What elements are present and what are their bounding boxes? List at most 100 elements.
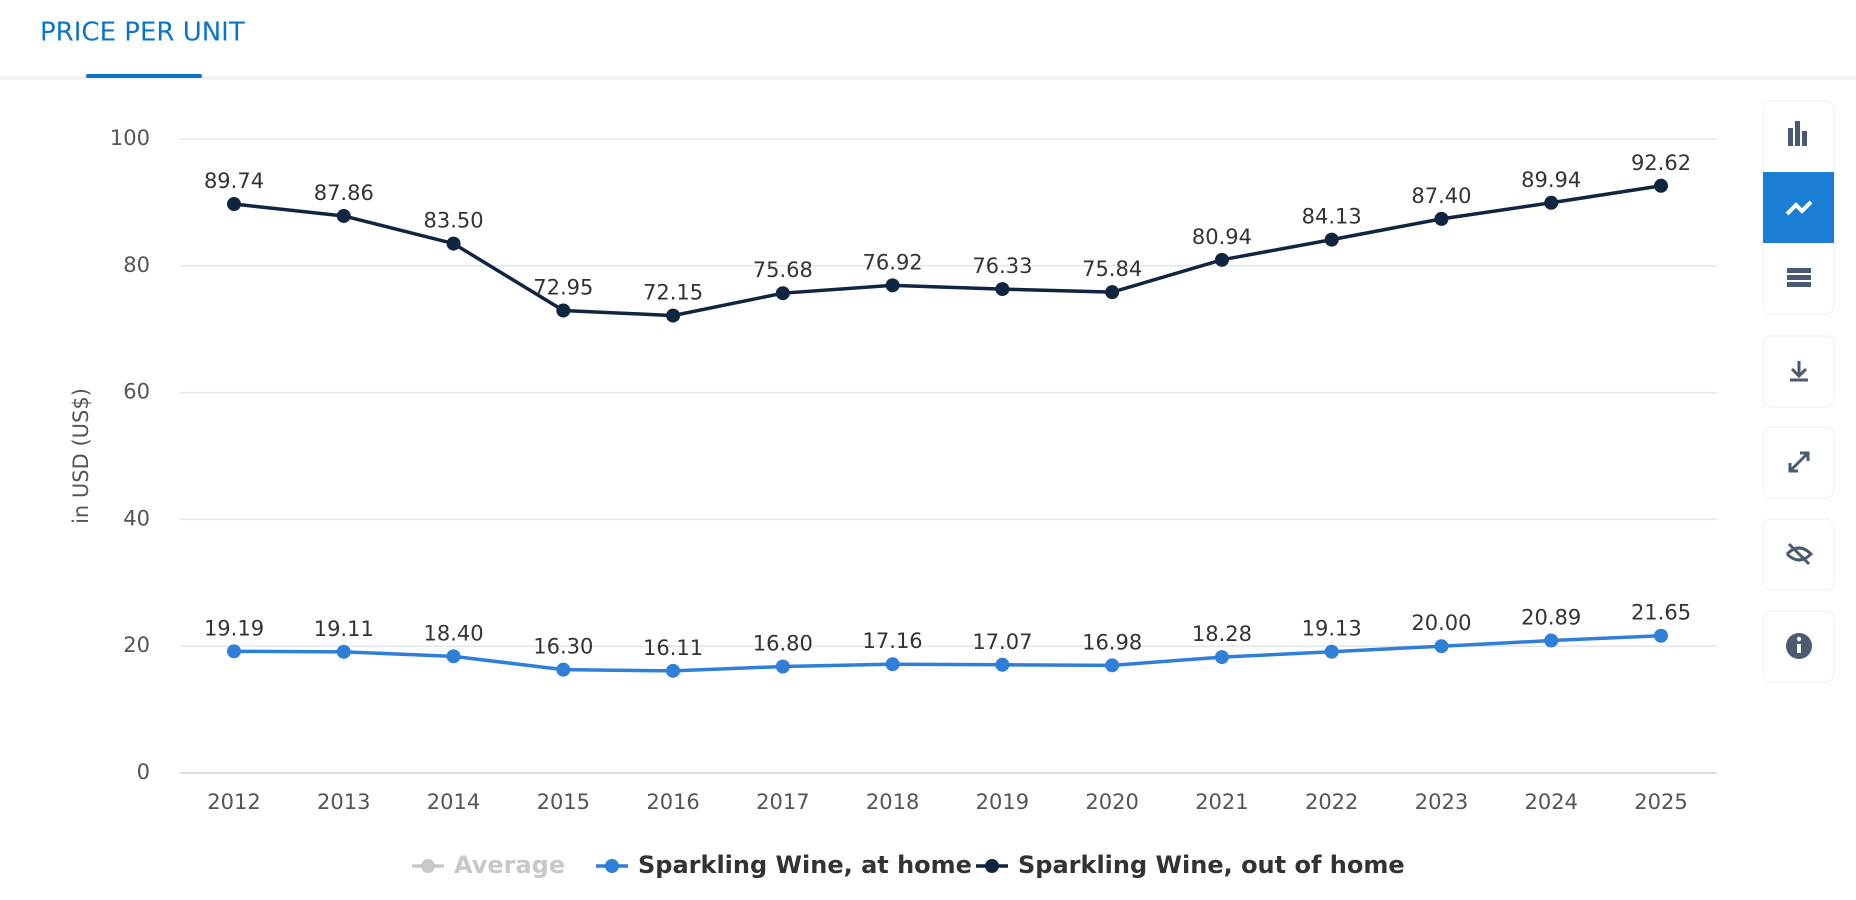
data-label: 87.86 [314, 181, 374, 205]
y-tick-label: 60 [123, 380, 150, 404]
data-point [1434, 639, 1449, 654]
y-tick-label: 100 [110, 126, 150, 150]
tab-underline [86, 74, 202, 78]
header [0, 0, 1856, 78]
data-point [1654, 178, 1668, 193]
data-point [1105, 658, 1120, 673]
x-tick-label: 2019 [976, 790, 1029, 814]
legend-label: Average [454, 851, 565, 879]
data-point [1544, 633, 1559, 648]
data-point [1434, 211, 1449, 226]
x-tick-label: 2012 [207, 790, 260, 814]
legend-label: Sparkling Wine, out of home [1018, 851, 1405, 879]
data-label: 18.28 [1192, 622, 1252, 646]
data-point [336, 644, 351, 659]
table-view-button[interactable] [1787, 268, 1811, 287]
data-point [446, 649, 461, 664]
data-label: 16.11 [643, 636, 703, 660]
data-point [336, 208, 351, 223]
legend-swatch [421, 859, 435, 873]
plot: 0 20 40 60 80 100 2012 2013 2014 2015 2016 2017 2018… [110, 126, 1717, 814]
data-point [885, 657, 900, 672]
data-label: 83.50 [423, 209, 483, 233]
data-point [995, 282, 1010, 297]
data-label: 21.65 [1631, 601, 1691, 625]
data-label: 18.40 [423, 621, 483, 645]
data-label: 20.89 [1521, 606, 1581, 630]
data-label: 89.94 [1521, 168, 1581, 192]
data-point [1544, 195, 1559, 210]
download-icon [1790, 361, 1808, 382]
line-icon [1785, 200, 1813, 216]
data-label: 19.11 [314, 617, 374, 641]
data-label: 19.13 [1302, 617, 1362, 641]
data-point [775, 659, 790, 674]
data-label: 16.80 [753, 631, 813, 655]
data-label: 72.95 [533, 275, 593, 299]
x-tick-label: 2013 [317, 790, 370, 814]
data-label: 76.33 [972, 254, 1032, 278]
hide-icon [1785, 542, 1814, 566]
legend-item[interactable]: Sparkling Wine, out of home [976, 851, 1405, 879]
y-tick-label: 80 [123, 253, 150, 277]
data-point [227, 197, 241, 212]
fullscreen-icon [1788, 451, 1810, 473]
data-point [1214, 650, 1229, 665]
data-label: 75.68 [753, 258, 813, 282]
data-point [666, 663, 681, 678]
data-point [666, 308, 681, 323]
tab-title[interactable]: PRICE PER UNIT [40, 18, 245, 48]
legend-swatch [985, 859, 999, 873]
data-point [227, 644, 241, 659]
data-label: 16.30 [533, 635, 593, 659]
data-point [556, 303, 571, 318]
data-point [1214, 252, 1229, 267]
data-label: 76.92 [863, 250, 923, 274]
x-tick-label: 2017 [756, 790, 809, 814]
data-point [1324, 232, 1339, 247]
data-label: 89.74 [204, 169, 264, 193]
data-point [885, 278, 900, 293]
toolbar [1762, 100, 1835, 683]
data-label: 17.16 [863, 629, 923, 653]
legend-item[interactable]: Sparkling Wine, at home [596, 851, 972, 879]
data-point [1324, 644, 1339, 659]
bar-view-button[interactable] [1788, 121, 1807, 146]
data-point [556, 662, 571, 677]
data-label: 16.98 [1082, 630, 1142, 654]
data-label: 84.13 [1302, 205, 1362, 229]
legend-label: Sparkling Wine, at home [638, 851, 972, 879]
data-label: 92.62 [1631, 151, 1691, 175]
x-tick-label: 2015 [537, 790, 590, 814]
y-tick-label: 0 [137, 760, 150, 784]
data-label: 19.19 [204, 616, 264, 640]
x-tick-label: 2021 [1195, 790, 1248, 814]
series-line [233, 633, 1662, 673]
series-line [233, 184, 1662, 318]
x-tick-label: 2022 [1305, 790, 1358, 814]
x-tick-label: 2018 [866, 790, 919, 814]
x-tick-label: 2020 [1085, 790, 1138, 814]
y-tick-label: 40 [123, 506, 150, 530]
x-tick-label: 2023 [1415, 790, 1468, 814]
x-tick-label: 2014 [427, 790, 480, 814]
y-axis-label: in USD (US$) [69, 388, 93, 524]
data-point [446, 236, 461, 251]
data-label: 20.00 [1411, 611, 1471, 635]
legend-swatch [605, 859, 619, 873]
x-tick-label: 2024 [1525, 790, 1578, 814]
data-label: 87.40 [1411, 184, 1471, 208]
data-label: 75.84 [1082, 257, 1142, 281]
data-point [775, 286, 790, 301]
legend-item[interactable]: Average [412, 851, 565, 879]
data-label: 80.94 [1192, 225, 1252, 249]
data-label: 72.15 [643, 281, 703, 305]
y-tick-label: 20 [123, 633, 150, 657]
data-point [1105, 285, 1120, 300]
x-tick-label: 2025 [1634, 790, 1687, 814]
data-point [1654, 628, 1668, 643]
data-point [995, 657, 1010, 672]
x-tick-label: 2016 [646, 790, 699, 814]
data-label: 17.07 [972, 630, 1032, 654]
